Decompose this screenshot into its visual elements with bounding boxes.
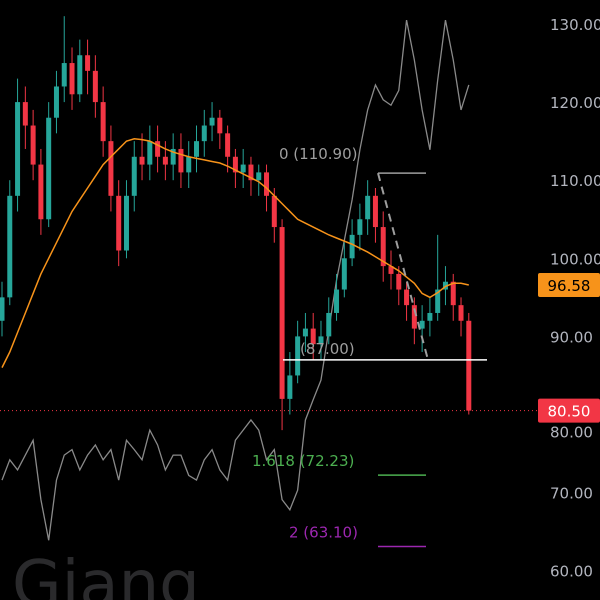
candle-body <box>357 219 363 235</box>
candle-body <box>186 156 192 173</box>
y-tick-label: 130.00 <box>550 16 600 34</box>
candle-body <box>53 86 59 118</box>
candle-body <box>349 234 355 259</box>
candle-body <box>404 289 410 306</box>
candle-body <box>170 148 176 165</box>
candle-body <box>396 273 402 290</box>
candle-body <box>15 102 21 196</box>
candle-body <box>139 156 145 165</box>
candle-body <box>427 312 433 321</box>
y-tick-label: 80.00 <box>550 424 593 442</box>
candle-body <box>92 70 98 103</box>
candle-body <box>108 141 114 196</box>
candle-body <box>0 297 5 321</box>
candle-body <box>77 55 83 95</box>
candle-body <box>458 305 464 321</box>
candle-body <box>116 195 122 251</box>
candle-body <box>85 55 91 71</box>
candle-body <box>225 133 231 157</box>
candle-body <box>147 141 153 165</box>
price-label-bg <box>538 398 600 423</box>
candle-body <box>38 164 44 220</box>
candle-body <box>295 336 301 376</box>
candle-body <box>232 156 238 173</box>
candle-body <box>248 164 254 181</box>
candle-body <box>326 312 332 337</box>
candle-body <box>271 195 277 228</box>
candle-body <box>155 141 161 157</box>
candle-body <box>7 195 13 298</box>
y-tick-label: 90.00 <box>550 328 593 346</box>
candle-body <box>46 117 52 220</box>
candle-body <box>388 266 394 274</box>
candle-body <box>279 227 285 399</box>
candle-body <box>341 258 347 290</box>
fib-trend-line <box>377 172 429 361</box>
candle-body <box>334 289 340 313</box>
candle-body <box>123 195 129 251</box>
watermark: Giang <box>12 548 200 600</box>
candle-body <box>450 281 456 306</box>
candle-body <box>69 63 75 95</box>
y-tick-label: 110.00 <box>550 172 600 190</box>
candle-body <box>372 195 378 228</box>
candle-body <box>240 164 246 173</box>
candle-body <box>287 375 293 399</box>
candle-body <box>318 336 324 345</box>
moving-average-line <box>1 138 469 368</box>
fib-label-1618: 1.618 (72.23) <box>252 452 354 470</box>
candle-body <box>201 125 207 142</box>
price-label: 80.50 <box>548 403 591 421</box>
candle-body <box>380 227 386 267</box>
candle-body <box>178 148 184 173</box>
candle-body <box>194 141 199 157</box>
candle-body <box>22 102 28 126</box>
candle-body <box>162 156 168 165</box>
candle-body <box>466 320 472 411</box>
candle-body <box>365 195 371 220</box>
y-tick-label: 60.00 <box>550 563 593 581</box>
candle-body <box>264 172 270 196</box>
candle-body <box>310 328 316 345</box>
fib-label-0: 0 (110.90) <box>279 145 358 163</box>
candle-body <box>100 102 106 142</box>
price-label-bg <box>538 273 600 298</box>
candle-body <box>302 328 308 337</box>
y-tick-label: 70.00 <box>550 485 593 503</box>
candle-body <box>61 63 67 87</box>
y-tick-label: 100.00 <box>550 250 600 268</box>
candle-body <box>435 289 441 313</box>
candle-body <box>217 117 223 134</box>
candle-body <box>30 125 36 165</box>
candle-body <box>419 320 425 329</box>
candle-body <box>411 305 417 329</box>
price-label: 96.58 <box>548 277 591 295</box>
overlay-line <box>1 19 470 541</box>
fib-label-087: (87.00) <box>300 340 355 358</box>
fib-label-2: 2 (63.10) <box>289 523 358 541</box>
candle-body <box>256 172 262 181</box>
candle-body <box>209 117 215 126</box>
y-tick-label: 120.00 <box>550 94 600 112</box>
candle-body <box>131 156 137 196</box>
